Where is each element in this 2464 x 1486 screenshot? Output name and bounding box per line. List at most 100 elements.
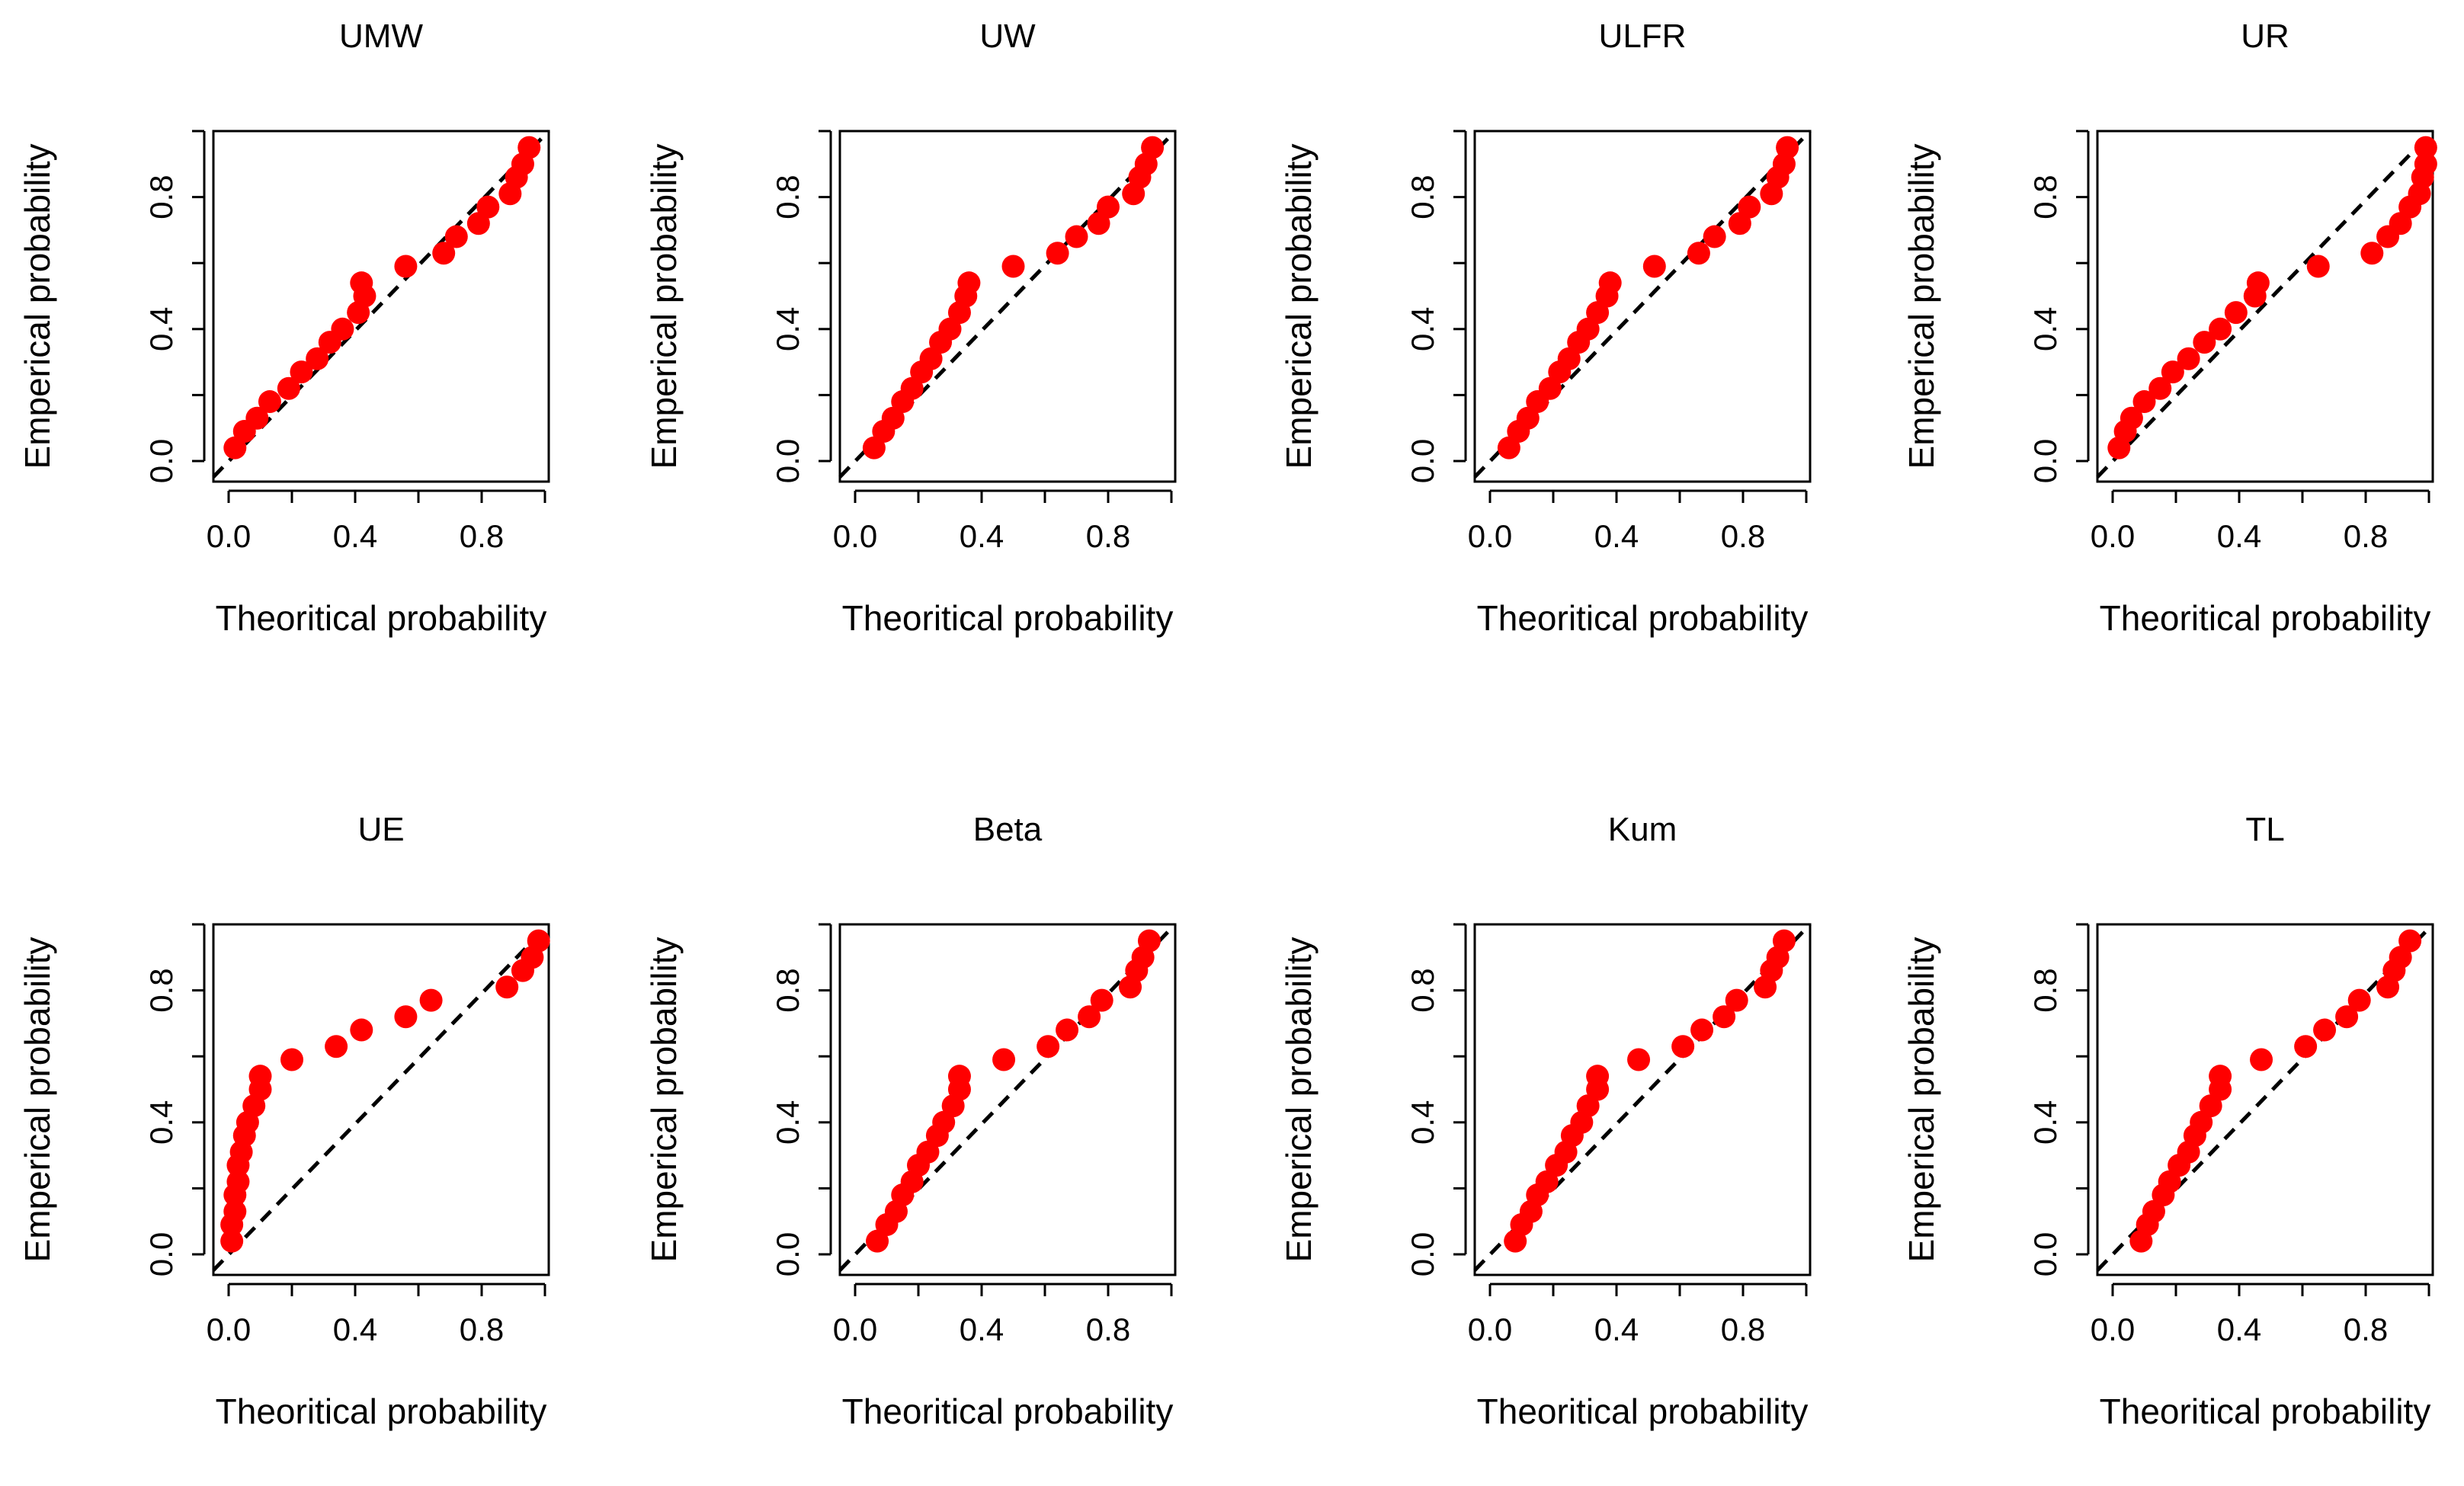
y-tick-label: 0.4 bbox=[143, 1100, 179, 1145]
y-tick-label: 0.8 bbox=[1405, 175, 1440, 219]
x-tick-label: 0.8 bbox=[1721, 1311, 1765, 1347]
data-point bbox=[1141, 136, 1165, 159]
data-point bbox=[306, 347, 329, 370]
data-point bbox=[1690, 1018, 1714, 1042]
y-tick-label: 0.4 bbox=[1405, 307, 1440, 351]
panel-title: UR bbox=[2241, 18, 2289, 55]
data-point bbox=[394, 255, 418, 278]
data-point bbox=[1738, 195, 1761, 219]
y-tick-label: 0.0 bbox=[2027, 1232, 2063, 1276]
y-tick-label: 0.0 bbox=[1405, 1232, 1440, 1276]
y-tick-label: 0.4 bbox=[2027, 1100, 2063, 1145]
x-axis-label: Theoritical probability bbox=[842, 598, 1174, 638]
data-point bbox=[394, 1005, 418, 1029]
data-point bbox=[2414, 152, 2437, 176]
data-point bbox=[517, 136, 541, 159]
y-tick-label: 0.4 bbox=[770, 1100, 806, 1145]
y-tick-label: 0.4 bbox=[2027, 307, 2063, 351]
reference-line bbox=[212, 923, 550, 1272]
data-point bbox=[2347, 988, 2371, 1012]
y-axis-label: Emperical probability bbox=[644, 144, 684, 469]
data-point bbox=[2294, 1035, 2318, 1058]
x-tick-label: 0.0 bbox=[1468, 1311, 1512, 1347]
data-point bbox=[992, 1048, 1016, 1071]
data-point bbox=[957, 271, 981, 295]
data-point bbox=[1772, 929, 1796, 953]
panel-kum: Kum 0.0 0.4 0.8 0.0 0.4 0.8 Theoritical probabi… bbox=[1279, 811, 1812, 1431]
x-axis-label: Theoritical probability bbox=[2100, 598, 2431, 638]
data-point bbox=[220, 1229, 244, 1253]
data-point bbox=[419, 988, 443, 1012]
x-tick-label: 0.4 bbox=[333, 1311, 377, 1347]
data-point bbox=[2209, 317, 2232, 341]
data-point bbox=[2148, 376, 2172, 400]
x-tick-label: 0.4 bbox=[960, 1311, 1004, 1347]
x-axis-label: Theoritical probability bbox=[1477, 598, 1809, 638]
data-point bbox=[947, 1065, 971, 1088]
data-point bbox=[2335, 1005, 2359, 1029]
y-tick-label: 0.8 bbox=[143, 175, 179, 219]
data-point bbox=[2161, 360, 2184, 384]
panel-title: Kum bbox=[1608, 811, 1677, 848]
data-point bbox=[1090, 988, 1113, 1012]
y-tick-label: 0.8 bbox=[770, 968, 806, 1012]
data-point bbox=[280, 1048, 303, 1071]
y-tick-label: 0.4 bbox=[1405, 1100, 1440, 1145]
data-point bbox=[1001, 255, 1025, 278]
x-tick-label: 0.8 bbox=[2344, 518, 2388, 554]
data-point bbox=[1137, 929, 1161, 953]
data-point bbox=[2414, 136, 2437, 159]
y-tick-label: 0.0 bbox=[770, 1232, 806, 1276]
panel-ulfr: ULFR 0.0 0.4 0.8 0.0 0.4 0.8 Theoritical probab… bbox=[1279, 18, 1812, 638]
plot-frame bbox=[2096, 130, 2434, 483]
y-tick-label: 0.8 bbox=[2027, 968, 2063, 1012]
data-point bbox=[2360, 242, 2384, 265]
data-point bbox=[2120, 406, 2143, 430]
reference-line bbox=[2096, 130, 2434, 479]
y-tick-label: 0.4 bbox=[770, 307, 806, 351]
data-point bbox=[1703, 225, 1726, 248]
plot-frame bbox=[212, 130, 550, 483]
data-point bbox=[2250, 1048, 2273, 1071]
data-point bbox=[1097, 195, 1120, 219]
x-axis-label: Theoritical probability bbox=[2100, 1392, 2431, 1431]
data-point bbox=[1037, 1035, 1060, 1058]
y-tick-label: 0.0 bbox=[770, 439, 806, 483]
panel-tl: TL 0.0 0.4 0.8 0.0 0.4 0.8 Theoritical probabil… bbox=[1902, 811, 2434, 1431]
y-axis-label: Emperical probability bbox=[1902, 937, 1941, 1263]
plot-frame bbox=[838, 130, 1177, 483]
y-axis-label: Emperical probability bbox=[18, 144, 57, 469]
panel-ur: UR 0.0 0.4 0.8 0.0 0.4 0.8 Theoritical probabil… bbox=[1902, 18, 2437, 638]
y-tick-label: 0.0 bbox=[143, 1232, 179, 1276]
data-point bbox=[444, 225, 468, 248]
x-tick-label: 0.4 bbox=[1594, 1311, 1639, 1347]
y-axis-label: Emperical probability bbox=[18, 937, 57, 1263]
data-point bbox=[1586, 1065, 1610, 1088]
panel-title: UE bbox=[357, 811, 404, 848]
data-point bbox=[1078, 1005, 1101, 1029]
plot-frame bbox=[2096, 923, 2434, 1276]
y-axis-label: Emperical probability bbox=[1279, 937, 1319, 1263]
y-tick-label: 0.0 bbox=[143, 439, 179, 483]
data-point bbox=[2398, 929, 2422, 953]
data-point bbox=[1642, 255, 1666, 278]
panel-title: Beta bbox=[973, 811, 1043, 848]
panel-title: ULFR bbox=[1599, 18, 1687, 55]
data-point bbox=[2177, 347, 2200, 370]
x-tick-label: 0.4 bbox=[2217, 1311, 2261, 1347]
panel-title: UMW bbox=[339, 18, 423, 55]
data-point bbox=[248, 1065, 272, 1088]
data-point bbox=[350, 1018, 373, 1042]
x-tick-label: 0.0 bbox=[2091, 518, 2135, 554]
data-point bbox=[331, 317, 354, 341]
plot-frame bbox=[212, 923, 550, 1276]
x-tick-label: 0.8 bbox=[2344, 1311, 2388, 1347]
data-point bbox=[2246, 271, 2270, 295]
panel-uw: UW 0.0 0.4 0.8 0.0 0.4 0.8 Theoritical probabil… bbox=[644, 18, 1177, 638]
data-point bbox=[1671, 1035, 1695, 1058]
panel-umw: UMW 0.0 0.4 0.8 0.0 0.4 0.8 Theoritical probabi… bbox=[18, 18, 550, 638]
data-point bbox=[226, 1170, 250, 1193]
data-point bbox=[258, 390, 281, 414]
x-tick-label: 0.8 bbox=[1086, 1311, 1130, 1347]
